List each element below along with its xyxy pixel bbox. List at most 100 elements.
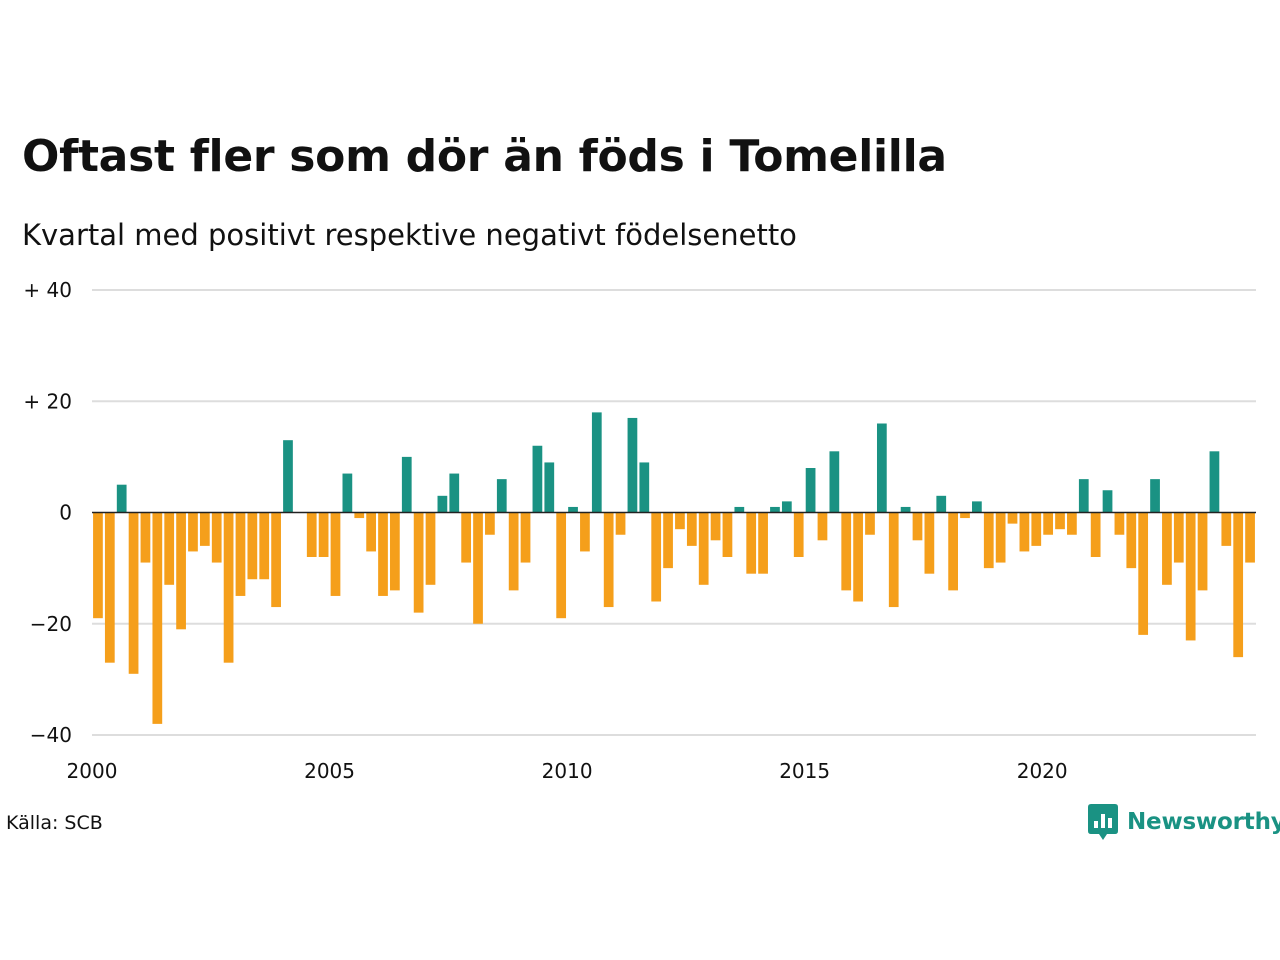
bar <box>437 495 448 513</box>
bars <box>93 412 1255 724</box>
bar <box>211 512 222 563</box>
bar <box>770 506 780 513</box>
y-axis-ticks: + 40 + 20 0 −20 −40 <box>23 278 72 747</box>
bar <box>520 512 531 563</box>
bar <box>1114 512 1125 535</box>
bar <box>627 417 638 513</box>
bar <box>532 445 543 513</box>
bar <box>449 473 460 513</box>
bar <box>568 506 578 513</box>
bar <box>1126 512 1137 569</box>
bar <box>1150 479 1160 513</box>
brand-name: Newsworthy <box>1127 809 1280 835</box>
bar <box>948 512 958 591</box>
bar <box>140 512 151 563</box>
bar <box>1138 512 1149 635</box>
bar <box>496 479 507 513</box>
bar <box>1019 512 1030 552</box>
y-tick-label: −40 <box>30 723 72 747</box>
bar <box>793 512 804 557</box>
bar <box>378 512 388 596</box>
bar <box>1043 512 1054 535</box>
bar <box>152 512 163 724</box>
source-label: Källa: SCB <box>6 812 103 834</box>
bar <box>1078 479 1089 513</box>
bar <box>413 512 424 613</box>
bar <box>995 512 1006 563</box>
bar <box>199 512 210 546</box>
bar <box>1055 512 1065 530</box>
bar <box>710 512 721 541</box>
bar <box>128 512 139 674</box>
bar <box>603 512 614 608</box>
chart-title: Oftast fler som dör än föds i Tomelilla <box>22 131 947 182</box>
bar <box>330 512 341 596</box>
bar <box>556 512 567 619</box>
x-tick-label: 2015 <box>779 759 830 783</box>
bar <box>176 512 186 630</box>
newsworthy-logo-icon <box>1088 804 1118 840</box>
chart-subtitle: Kvartal med positivt respektive negativt… <box>22 218 797 252</box>
bar <box>485 512 495 535</box>
bar <box>1067 512 1077 535</box>
bar <box>366 512 376 552</box>
bar <box>318 512 329 557</box>
bar <box>223 512 234 663</box>
bar <box>259 512 270 580</box>
bar <box>188 512 198 552</box>
brand-logo: Newsworthy <box>1088 804 1280 840</box>
bar <box>734 506 745 513</box>
bar <box>235 512 246 596</box>
bar <box>1233 512 1244 658</box>
bar <box>1162 512 1172 585</box>
bar <box>817 512 828 541</box>
bar <box>544 462 555 513</box>
bar <box>1245 512 1255 563</box>
bar <box>758 512 768 574</box>
bar <box>247 512 258 580</box>
bar <box>746 512 757 574</box>
bar <box>591 412 602 513</box>
bar-chart: + 40 + 20 0 −20 −40 2000 2005 2010 2015 2020 <box>23 278 1256 783</box>
bar <box>876 423 887 513</box>
x-axis-ticks: 2000 2005 2010 2015 2020 <box>67 759 1068 783</box>
bar <box>888 512 899 608</box>
bar <box>508 512 519 591</box>
x-tick-label: 2000 <box>67 759 118 783</box>
bar <box>1221 512 1232 546</box>
bar <box>829 451 840 513</box>
bar <box>960 512 970 519</box>
bar <box>1102 490 1113 513</box>
bar <box>936 495 947 513</box>
y-tick-label: −20 <box>30 612 72 636</box>
x-tick-label: 2020 <box>1017 759 1068 783</box>
bar <box>1209 451 1220 513</box>
y-tick-label: + 20 <box>23 389 72 413</box>
bar <box>401 456 412 513</box>
bar <box>675 512 685 530</box>
bar <box>1031 512 1042 546</box>
bar <box>841 512 852 591</box>
bar <box>663 512 673 569</box>
y-tick-label: 0 <box>59 501 72 525</box>
bar <box>580 512 590 552</box>
bar <box>461 512 472 563</box>
bar <box>1090 512 1101 557</box>
bar <box>283 440 293 513</box>
bar <box>116 484 127 513</box>
x-tick-label: 2005 <box>304 759 355 783</box>
bar <box>805 468 816 513</box>
bar <box>1197 512 1208 591</box>
bar <box>164 512 175 585</box>
bar <box>1173 512 1184 563</box>
bar <box>972 501 982 513</box>
bar <box>686 512 697 546</box>
bar <box>615 512 626 535</box>
bar <box>781 501 792 513</box>
bar <box>425 512 436 585</box>
bar <box>722 512 733 557</box>
bar <box>354 512 365 519</box>
bar <box>271 512 281 608</box>
bar <box>912 512 923 541</box>
bar <box>853 512 863 602</box>
